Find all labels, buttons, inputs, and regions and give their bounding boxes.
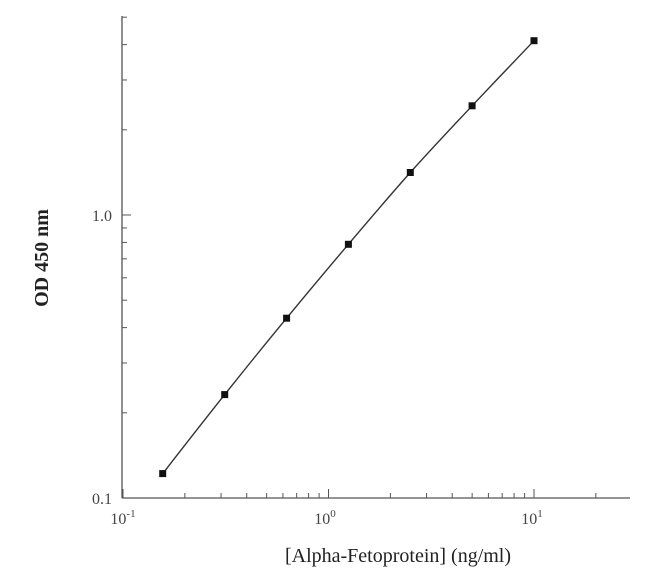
data-point-5 xyxy=(468,102,476,110)
fit-curve-line xyxy=(162,40,535,475)
x-axis-title: [Alpha-Fetoprotein] (ng/ml) xyxy=(285,545,511,567)
data-point-4 xyxy=(406,169,414,176)
data-point-2 xyxy=(283,314,291,322)
y-tick-label-0: 0.1 xyxy=(92,491,112,508)
data-point-1 xyxy=(221,391,229,399)
x-tick-label-0: 10-1 xyxy=(110,508,135,528)
data-point-0 xyxy=(159,470,167,478)
y-tick-label-1: 1.0 xyxy=(92,208,112,225)
x-ticks xyxy=(122,489,597,498)
y-axis-title: OD 450 nm xyxy=(31,209,53,307)
x-tick-label-1: 100 xyxy=(314,508,336,528)
y-ticks xyxy=(122,16,131,499)
data-points xyxy=(159,37,538,478)
data-point-3 xyxy=(344,240,352,248)
x-tick-label-2: 101 xyxy=(521,508,543,528)
data-point-6 xyxy=(530,37,538,45)
